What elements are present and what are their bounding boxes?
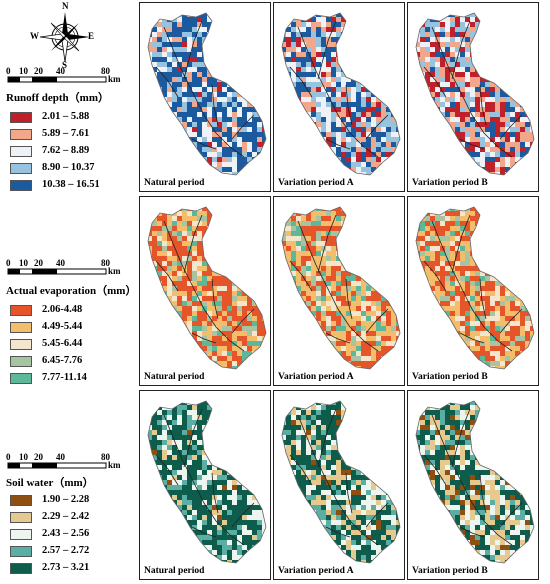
basin-map — [281, 206, 401, 370]
legend-title-runoff-depth: Runoff depth（mm） — [6, 92, 109, 104]
map-panel: Variation period B — [407, 390, 539, 580]
legend-swatch — [10, 563, 32, 574]
legend-label: 2.29 – 2.42 — [42, 511, 90, 522]
map-panel: Variation period B — [407, 196, 539, 386]
map-panel: Variation period B — [407, 2, 539, 192]
legend-label: 2.01 – 5.88 — [42, 111, 90, 122]
scale-tick-10: 10 — [19, 66, 28, 76]
legend-label: 6.45-7.76 — [42, 355, 83, 366]
scale-tick-20: 20 — [34, 66, 43, 76]
legend-swatch — [10, 356, 32, 367]
scale-tick-20: 20 — [34, 258, 43, 268]
scale-tick-0: 0 — [6, 66, 11, 76]
legend-label: 8.90 – 10.37 — [42, 162, 95, 173]
map-panel: Natural period — [139, 390, 271, 580]
compass-east-label: E — [88, 31, 95, 41]
basin-map — [281, 12, 401, 176]
legend-label: 2.57 – 2.72 — [42, 545, 90, 556]
compass-south-label: S — [62, 60, 68, 70]
scale-unit: km — [108, 266, 121, 276]
legend-swatch — [10, 305, 32, 316]
scale-bar-3: 0 10 20 40 80 km — [6, 452, 126, 474]
panel-label: Variation period A — [278, 178, 354, 188]
basin-map — [415, 206, 535, 370]
legend-label: 2.43 – 2.56 — [42, 528, 90, 539]
legend-title-soil-water: Soil water（mm） — [6, 477, 94, 489]
panel-label: Variation period B — [412, 178, 488, 188]
basin-map — [147, 400, 267, 564]
basin-map — [281, 400, 401, 564]
legend-label: 2.73 – 3.21 — [42, 562, 90, 573]
map-panel: Variation period A — [273, 390, 405, 580]
legend-swatch — [10, 512, 32, 523]
basin-map — [415, 12, 535, 176]
panel-label: Variation period A — [278, 372, 354, 382]
legend-label: 5.45-6.44 — [42, 338, 83, 349]
legend-swatch — [10, 180, 32, 191]
map-panel: Variation period A — [273, 2, 405, 192]
scale-tick-0: 0 — [6, 452, 11, 462]
scale-unit: km — [108, 460, 121, 470]
compass-rose: N S E W — [30, 1, 96, 70]
compass-star-icon — [39, 12, 90, 63]
basin-map — [147, 12, 267, 176]
basin-map — [147, 206, 267, 370]
scale-tick-40: 40 — [56, 452, 65, 462]
map-panel: Natural period — [139, 196, 271, 386]
legend-swatch — [10, 529, 32, 540]
scale-bar-2: 0 10 20 40 80 km — [6, 258, 126, 280]
basin-map — [415, 400, 535, 564]
panel-label: Variation period B — [412, 566, 488, 576]
legend-label: 7.62 – 8.89 — [42, 145, 90, 156]
legend-swatch — [10, 546, 32, 557]
legend-swatch — [10, 339, 32, 350]
panel-label: Variation period B — [412, 372, 488, 382]
map-panel: Variation period A — [273, 196, 405, 386]
scale-tick-40: 40 — [56, 258, 65, 268]
legend-label: 10.38 – 16.51 — [42, 179, 100, 190]
panel-label: Natural period — [144, 178, 205, 188]
scale-tick-40: 40 — [56, 66, 65, 76]
legend-swatch — [10, 495, 32, 506]
legend-swatch — [10, 373, 32, 384]
scale-bar-graphic — [7, 462, 107, 469]
legend-swatch — [10, 129, 32, 140]
scale-bar-1: 0 10 20 40 80 km — [6, 66, 126, 88]
legend-swatch — [10, 322, 32, 333]
legend-label: 5.89 – 7.61 — [42, 128, 90, 139]
compass-north-label: N — [62, 1, 69, 11]
legend-label: 1.90 – 2.28 — [42, 494, 90, 505]
legend-title-actual-evaporation: Actual evaporation（mm） — [6, 285, 137, 297]
scale-tick-80: 80 — [101, 452, 110, 462]
scale-tick-10: 10 — [19, 452, 28, 462]
legend-label: 7.77-11.14 — [42, 372, 87, 383]
scale-tick-80: 80 — [101, 66, 110, 76]
legend-swatch — [10, 163, 32, 174]
legend-swatch — [10, 112, 32, 123]
scale-tick-0: 0 — [6, 258, 11, 268]
compass-west-label: W — [30, 31, 39, 41]
map-panel: Natural period — [139, 2, 271, 192]
panel-label: Variation period A — [278, 566, 354, 576]
legend-label: 4.49-5.44 — [42, 321, 83, 332]
scale-bar-graphic — [7, 76, 107, 83]
panel-label: Natural period — [144, 372, 205, 382]
scale-unit: km — [108, 74, 121, 84]
legend-label: 2.06-4.48 — [42, 304, 83, 315]
scale-bar-graphic — [7, 268, 107, 275]
scale-tick-20: 20 — [34, 452, 43, 462]
scale-tick-10: 10 — [19, 258, 28, 268]
panel-label: Natural period — [144, 566, 205, 576]
scale-tick-80: 80 — [101, 258, 110, 268]
legend-swatch — [10, 146, 32, 157]
